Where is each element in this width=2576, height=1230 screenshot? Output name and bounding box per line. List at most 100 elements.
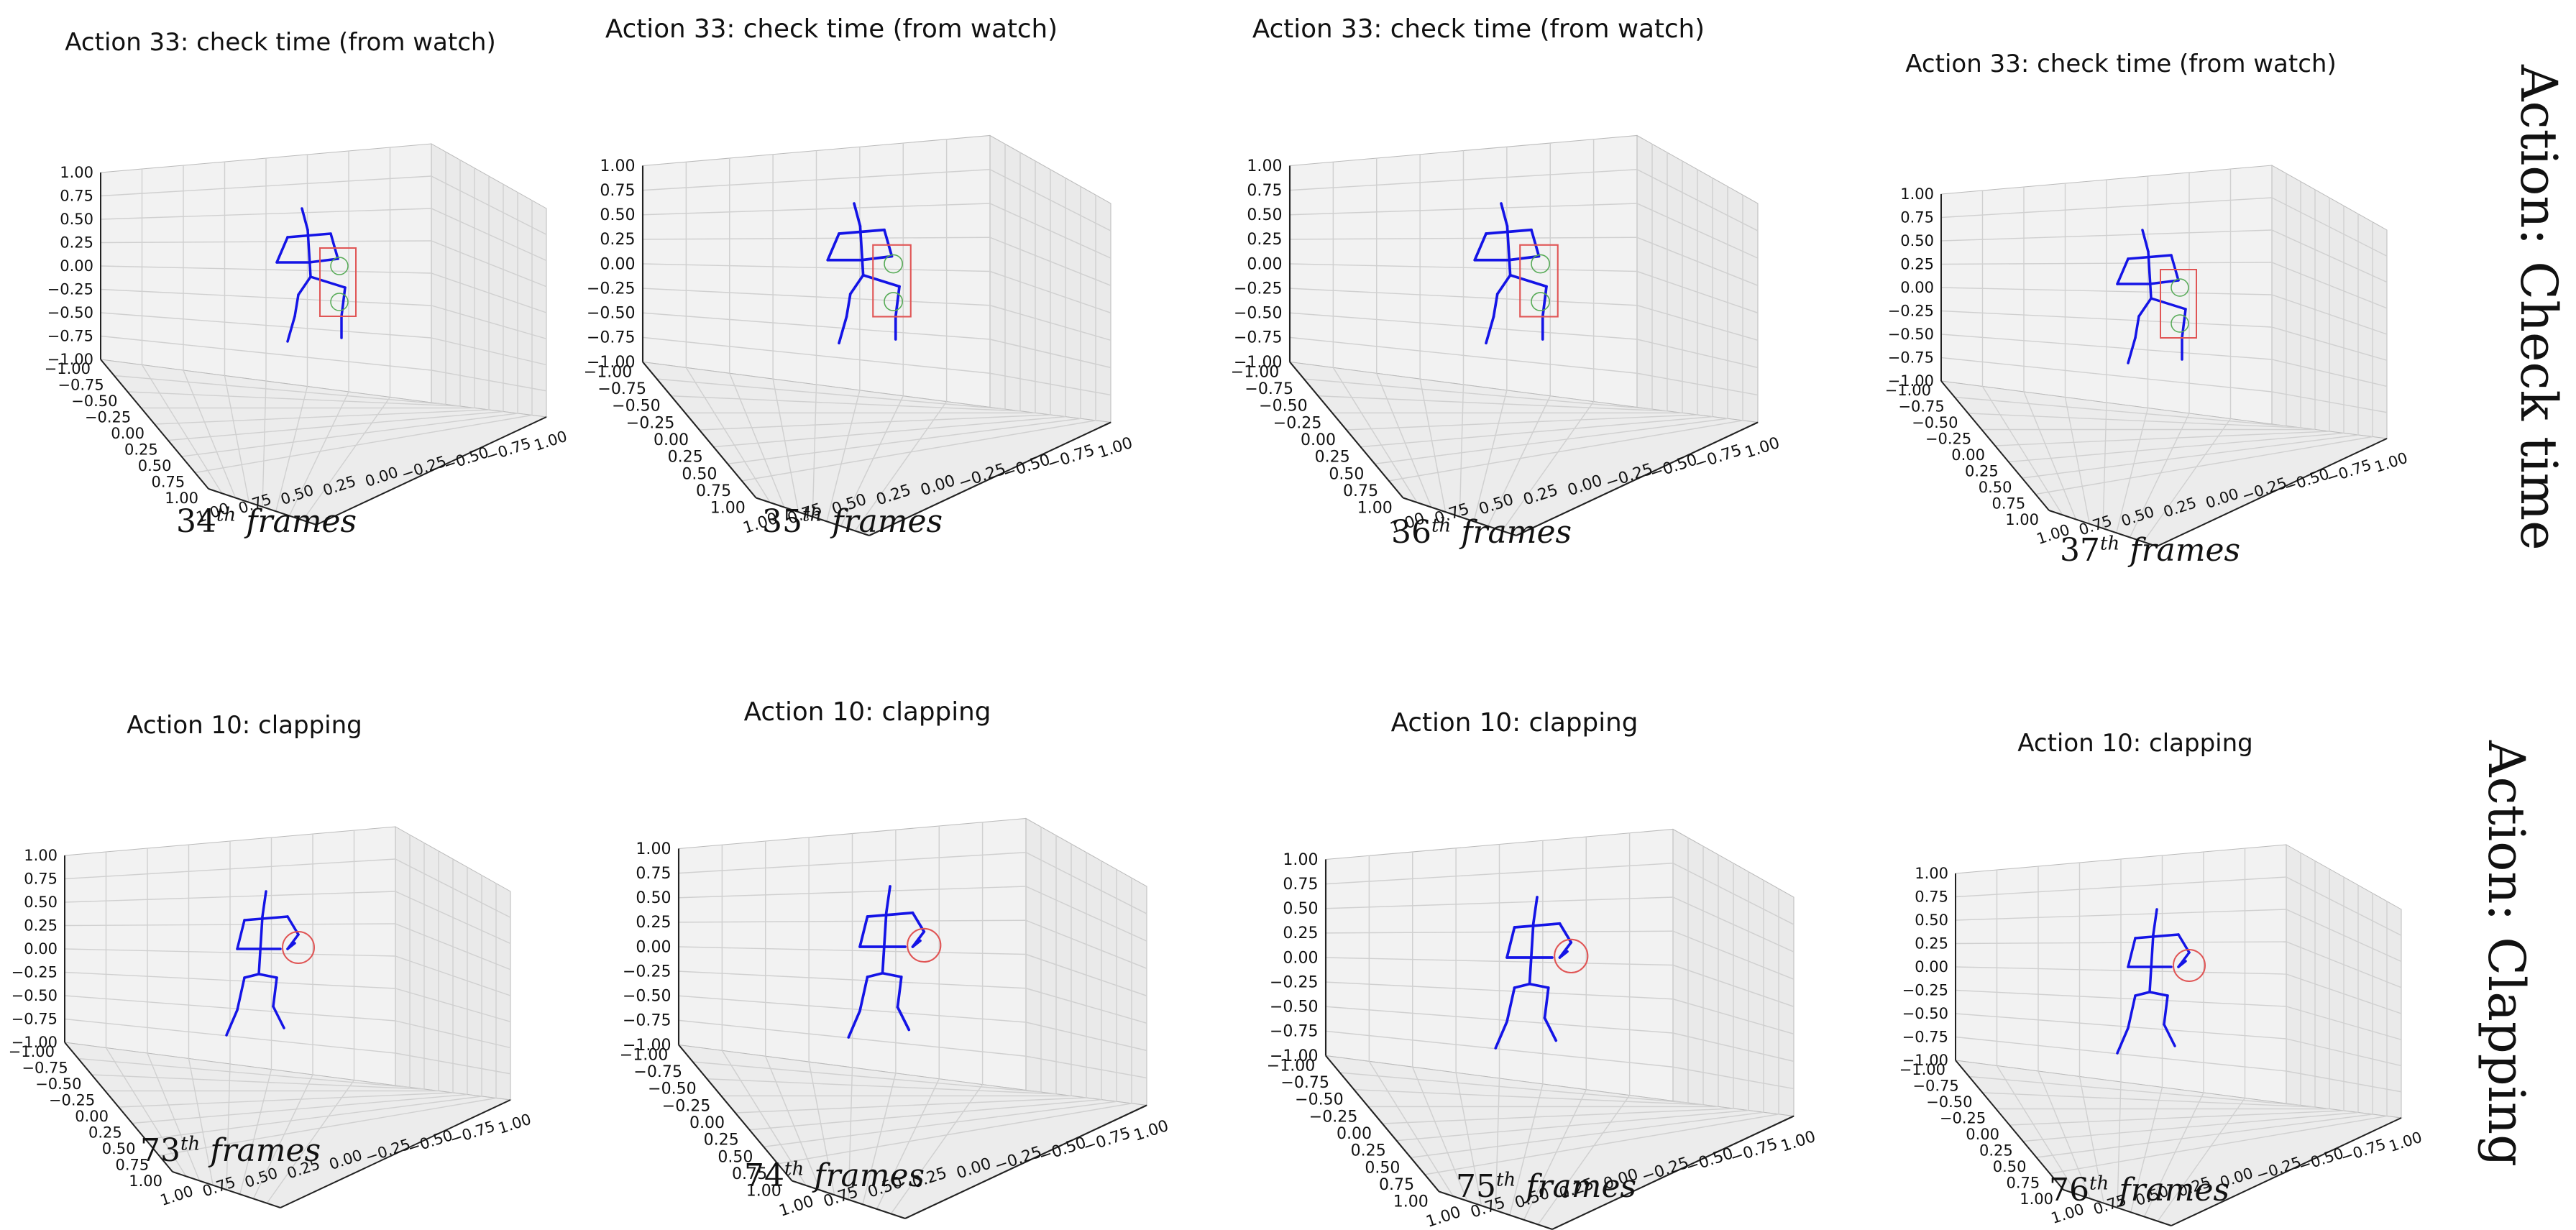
joint-marker xyxy=(884,254,903,274)
y-tick-label: −1.00 xyxy=(1267,1057,1316,1075)
bone xyxy=(2141,229,2150,253)
highlight-box xyxy=(1519,244,1559,318)
plot-title: Action 10: clapping xyxy=(127,711,362,740)
highlight-circle xyxy=(907,927,942,963)
frame-word: frames xyxy=(814,1157,925,1194)
z-tick-label: 0.25 xyxy=(1915,935,1948,953)
frame-number: 76 xyxy=(2049,1172,2089,1208)
x-tick-label: 1.00 xyxy=(1743,434,1782,462)
bone xyxy=(1505,926,1516,959)
y-tick-label: −0.25 xyxy=(85,409,131,426)
frame-word: frames xyxy=(1461,514,1572,551)
bone xyxy=(1500,202,1509,228)
x-tick-label: 1.00 xyxy=(2387,1129,2424,1155)
z-tick-label: −0.75 xyxy=(1888,349,1934,367)
bone xyxy=(866,971,884,978)
z-tick-label: 1.00 xyxy=(600,157,635,175)
frame-suffix: th xyxy=(216,504,237,526)
y-tick-label: −0.50 xyxy=(1912,414,1958,431)
skeleton xyxy=(1473,202,1548,345)
bone xyxy=(1485,228,1533,235)
y-tick-label: 0.75 xyxy=(115,1157,149,1174)
bone xyxy=(243,915,289,922)
bone xyxy=(861,273,901,288)
z-tick-label: −0.25 xyxy=(12,964,58,981)
skeleton xyxy=(826,202,901,345)
y-axis-line xyxy=(100,359,209,490)
frame-word: frames xyxy=(246,503,357,540)
bone xyxy=(2170,254,2180,282)
y-tick-label: 1.00 xyxy=(129,1172,162,1190)
z-tick-label: −0.25 xyxy=(623,963,671,981)
bone xyxy=(838,228,886,235)
z-tick-label: 0.00 xyxy=(60,257,93,275)
grid-lines xyxy=(642,139,1111,531)
y-tick-label: −0.25 xyxy=(662,1097,711,1115)
z-tick-label: 0.75 xyxy=(636,865,671,883)
z-tick-label: −0.75 xyxy=(47,328,93,345)
bone xyxy=(272,1005,285,1029)
bone xyxy=(1530,228,1541,258)
frame-word: frames xyxy=(2119,1172,2230,1208)
frame-caption: 35th frames xyxy=(762,503,943,540)
z-tick-label: −1.00 xyxy=(12,1034,58,1051)
z-tick-label: 1.00 xyxy=(1900,185,1934,203)
plot-3d: Action 10: clapping1.000.750.500.250.00−… xyxy=(620,697,1171,1221)
x-tick-label: 1.00 xyxy=(1096,434,1135,462)
bone xyxy=(1541,285,1548,318)
plot-title: Action 33: check time (from watch) xyxy=(1905,50,2336,78)
y-axis-line xyxy=(1325,1055,1440,1193)
bone xyxy=(1494,1020,1508,1050)
joint-marker xyxy=(884,292,903,311)
z-tick-label: −1.00 xyxy=(1234,354,1283,372)
joint-marker xyxy=(1531,254,1550,274)
z-tick-label: −0.25 xyxy=(47,281,93,298)
x-tick-label: 1.00 xyxy=(158,1183,196,1209)
y-tick-label: 0.25 xyxy=(88,1124,122,1142)
bone xyxy=(309,275,347,289)
frame-number: 34 xyxy=(176,503,216,540)
z-tick-label: 0.00 xyxy=(1283,949,1318,967)
x-axis-line xyxy=(756,497,870,536)
bone xyxy=(329,232,339,260)
frame-number: 35 xyxy=(762,503,802,540)
plot-title: Action 33: check time (from watch) xyxy=(65,28,495,57)
frame-suffix: th xyxy=(2100,533,2120,555)
y-tick-label: 1.00 xyxy=(2005,511,2039,528)
frame-suffix: th xyxy=(180,1133,201,1155)
grid-lines xyxy=(64,830,511,1204)
bone xyxy=(2152,908,2158,936)
bone xyxy=(2148,933,2155,993)
x-axis-line xyxy=(172,1171,281,1208)
z-tick-label: 1.00 xyxy=(60,164,93,181)
y-tick-label: −1.00 xyxy=(1885,382,1931,399)
y-tick-label: 0.25 xyxy=(704,1132,739,1149)
bone xyxy=(1513,982,1531,989)
y-tick-label: 0.50 xyxy=(1993,1158,2027,1175)
z-tick-label: 1.00 xyxy=(1247,157,1282,175)
y-tick-label: −0.25 xyxy=(1925,431,1971,448)
y-tick-label: −0.75 xyxy=(1898,398,1944,416)
joint-marker xyxy=(330,293,349,311)
row-label-1: Action: Clapping xyxy=(2477,740,2536,1167)
plot-title: Action 33: check time (from watch) xyxy=(1252,14,1705,44)
y-tick-label: 0.50 xyxy=(682,465,717,483)
z-tick-label: −0.50 xyxy=(587,305,636,323)
bone xyxy=(896,1006,911,1032)
bone xyxy=(225,1009,239,1037)
z-tick-label: 0.00 xyxy=(600,255,635,273)
y-tick-label: 0.75 xyxy=(151,474,185,491)
y-tick-label: −1.00 xyxy=(9,1043,55,1060)
frame-caption: 36th frames xyxy=(1391,514,1572,551)
y-tick-label: 0.00 xyxy=(689,1114,725,1132)
highlight-circle xyxy=(282,931,315,964)
frame-caption: 74th frames xyxy=(744,1157,925,1194)
grid-lines xyxy=(1289,139,1759,531)
skeleton xyxy=(225,890,300,1037)
y-tick-label: −0.50 xyxy=(1295,1091,1344,1109)
z-tick-label: −0.50 xyxy=(1902,1005,1948,1022)
y-tick-label: −0.25 xyxy=(1940,1110,1986,1127)
x-tick-label: 1.00 xyxy=(2373,449,2410,476)
highlight-circle xyxy=(1554,938,1589,974)
plot-title: Action 33: check time (from watch) xyxy=(605,14,1058,44)
